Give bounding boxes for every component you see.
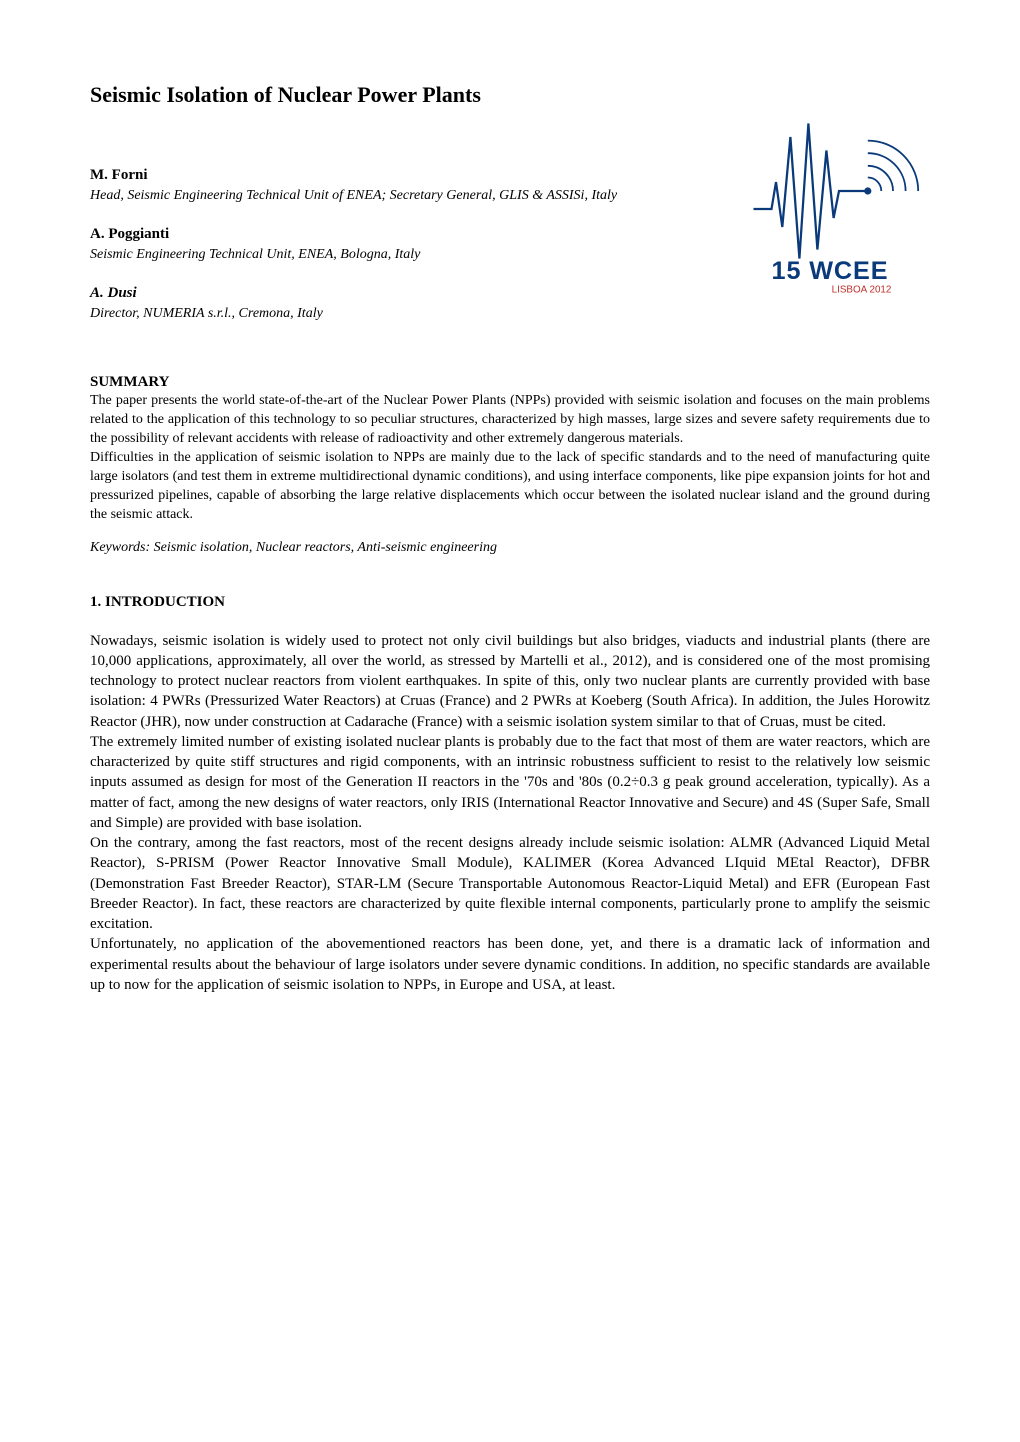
author-name-1: M. Forni bbox=[90, 165, 710, 185]
wcee-logo-icon: 15 WCEE LISBOA 2012 bbox=[740, 100, 920, 300]
logo-arc4-icon bbox=[868, 141, 918, 191]
header-row: Seismic Isolation of Nuclear Power Plant… bbox=[90, 80, 930, 342]
logo-dot-icon bbox=[864, 187, 871, 194]
summary-paragraph-1: The paper presents the world state-of-th… bbox=[90, 392, 930, 449]
intro-paragraph-4: Unfortunately, no application of the abo… bbox=[90, 934, 930, 995]
author-affiliation-1: Head, Seismic Engineering Technical Unit… bbox=[90, 187, 710, 206]
section-header-1: 1. INTRODUCTION bbox=[90, 592, 930, 612]
paper-title: Seismic Isolation of Nuclear Power Plant… bbox=[90, 80, 710, 110]
intro-paragraph-3: On the contrary, among the fast reactors… bbox=[90, 833, 930, 934]
logo-sub-text: LISBOA 2012 bbox=[832, 285, 892, 296]
summary-paragraph-2: Difficulties in the application of seism… bbox=[90, 449, 930, 525]
author-name-3: A. Dusi bbox=[90, 283, 710, 303]
intro-paragraph-1: Nowadays, seismic isolation is widely us… bbox=[90, 631, 930, 732]
intro-paragraph-2: The extremely limited number of existing… bbox=[90, 732, 930, 833]
author-name-2: A. Poggianti bbox=[90, 224, 710, 244]
author-affiliation-3: Director, NUMERIA s.r.l., Cremona, Italy bbox=[90, 305, 710, 324]
logo-wave-icon bbox=[754, 124, 867, 259]
summary-header: SUMMARY bbox=[90, 372, 930, 392]
header-text-block: Seismic Isolation of Nuclear Power Plant… bbox=[90, 80, 730, 342]
logo-arc3-icon bbox=[868, 153, 906, 191]
author-affiliation-2: Seismic Engineering Technical Unit, ENEA… bbox=[90, 246, 710, 265]
keywords-line: Keywords: Seismic isolation, Nuclear rea… bbox=[90, 539, 930, 558]
logo-main-text: 15 WCEE bbox=[772, 257, 889, 285]
conference-logo: 15 WCEE LISBOA 2012 bbox=[730, 80, 930, 306]
